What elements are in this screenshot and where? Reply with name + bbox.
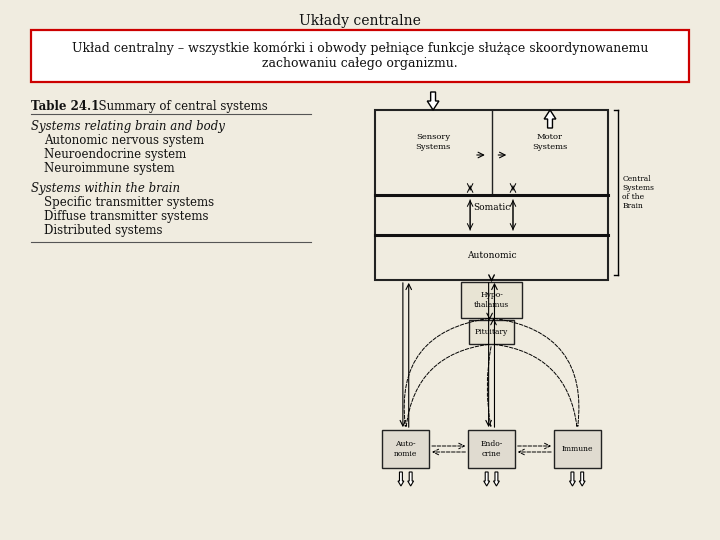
Text: Hypo-
thalamus: Hypo- thalamus (474, 292, 509, 308)
Text: Pituitary: Pituitary (475, 328, 508, 336)
Text: Diffuse transmitter systems: Diffuse transmitter systems (44, 210, 209, 223)
Text: Motor
Systems: Motor Systems (532, 133, 567, 151)
FancyArrowPatch shape (404, 319, 489, 426)
FancyArrow shape (580, 472, 585, 486)
Text: Systems relating brain and body: Systems relating brain and body (31, 120, 225, 133)
Bar (469, 320, 514, 344)
Bar (382, 430, 429, 468)
FancyArrow shape (408, 472, 413, 486)
Text: Summary of central systems: Summary of central systems (91, 100, 268, 113)
Bar (31, 30, 689, 82)
FancyArrowPatch shape (487, 347, 491, 426)
FancyArrow shape (493, 472, 500, 486)
Text: Układy centralne: Układy centralne (299, 14, 421, 28)
Text: Sensory
Systems: Sensory Systems (415, 133, 451, 151)
Bar (374, 110, 608, 280)
Text: Autonomic: Autonomic (467, 251, 516, 260)
Text: Neuroimmune system: Neuroimmune system (44, 162, 175, 175)
Text: Central
Systems
of the
Brain: Central Systems of the Brain (622, 175, 654, 210)
Text: Autonomic nervous system: Autonomic nervous system (44, 134, 204, 147)
FancyArrowPatch shape (406, 345, 489, 426)
Text: Specific transmitter systems: Specific transmitter systems (44, 196, 215, 209)
Text: Neuroendocrine system: Neuroendocrine system (44, 148, 186, 161)
FancyArrowPatch shape (495, 345, 577, 426)
FancyArrow shape (484, 472, 490, 486)
Bar (462, 282, 522, 318)
Text: Table 24.1: Table 24.1 (31, 100, 99, 113)
Text: Distributed systems: Distributed systems (44, 224, 163, 237)
FancyArrow shape (427, 92, 439, 110)
FancyArrow shape (570, 472, 575, 486)
Text: Auto-
nomie: Auto- nomie (394, 441, 418, 457)
Text: Układ centralny – wszystkie komórki i obwody pełniące funkcje służące skoordynow: Układ centralny – wszystkie komórki i ob… (72, 41, 648, 55)
Text: Immune: Immune (562, 445, 593, 453)
FancyArrow shape (544, 110, 556, 128)
Bar (554, 430, 600, 468)
Bar (468, 430, 515, 468)
Text: Endo-
crine: Endo- crine (480, 441, 503, 457)
FancyArrow shape (398, 472, 404, 486)
Text: Somatic: Somatic (473, 202, 510, 212)
Text: Systems within the brain: Systems within the brain (31, 182, 180, 195)
FancyArrowPatch shape (495, 319, 579, 426)
Text: zachowaniu całego organizmu.: zachowaniu całego organizmu. (262, 57, 458, 70)
